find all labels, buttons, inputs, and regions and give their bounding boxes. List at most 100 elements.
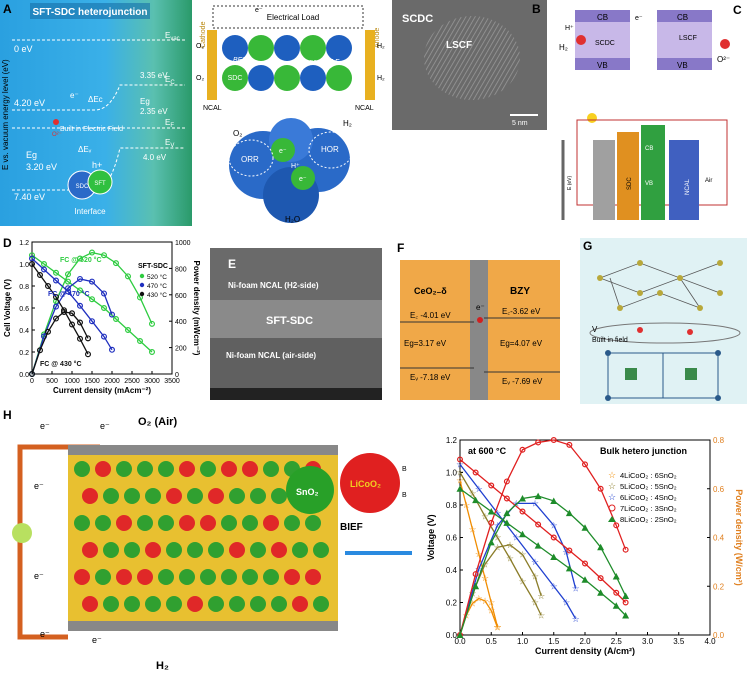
particle <box>208 596 224 612</box>
layer-green <box>641 125 665 220</box>
data-point <box>76 335 83 342</box>
ef-label-sub: F <box>170 123 174 129</box>
data-point <box>52 315 59 322</box>
atom <box>717 290 723 296</box>
data-point <box>622 592 630 599</box>
panel-a2-diagram: Electrical Load e⁻ Cathode Anode BEF SDC… <box>196 5 385 224</box>
particle <box>284 569 300 585</box>
sem-info-bar <box>210 388 382 400</box>
data-point: ☆ <box>481 559 489 569</box>
particle <box>137 461 153 477</box>
data-point <box>503 495 510 502</box>
data-point: ☆ <box>537 611 545 621</box>
legend-entry: 4LiCoO₂ : 6SnO₂ <box>620 471 677 480</box>
data-point <box>581 524 589 531</box>
data-point <box>488 519 495 526</box>
o2-label: O²⁻ <box>52 132 62 138</box>
light-bulb-icon <box>12 523 32 543</box>
data-point: ☆ <box>506 554 514 564</box>
particle <box>124 488 140 504</box>
data-point <box>100 304 107 311</box>
eg-right-val: 2.35 eV <box>140 107 168 116</box>
particle <box>137 569 153 585</box>
data-point <box>566 547 573 554</box>
eg-left-value: Eg=3.17 eV <box>404 339 447 348</box>
data-point <box>456 485 464 492</box>
panel-b-label: B <box>532 2 541 16</box>
data-point <box>137 337 144 344</box>
electron-label: e⁻ <box>70 91 79 100</box>
x-tick-label: 1.5 <box>548 637 560 646</box>
data-point <box>52 269 59 276</box>
data-point <box>100 252 107 259</box>
data-point <box>597 589 605 596</box>
panel-h-schematic: H e⁻ e⁻ e⁻ e⁻ e⁻ e⁻ O₂ (Air) H₂ SnO₂ LiC… <box>0 405 420 675</box>
legend-entry: 8LiCoO₂ : 2SnO₂ <box>620 515 677 524</box>
data-point: ☆ <box>512 498 520 508</box>
particle <box>305 515 321 531</box>
legend-marker: ☆ <box>608 481 616 491</box>
x-tick-label: 3000 <box>144 378 160 385</box>
orr-region <box>228 139 274 177</box>
legend-title: SFT-SDC <box>138 263 168 270</box>
panel-b: B SCDC LSCF 5 nm <box>392 0 547 130</box>
panel-d-chart: 0 500 1000 1500 2000 2500 3000 35000.00.20.40.6… <box>3 240 201 395</box>
inplane-label: In-panel E.F <box>301 59 340 66</box>
data-point: ☆ <box>493 520 501 530</box>
data-point <box>76 287 83 294</box>
b-label-1: B <box>402 466 407 473</box>
evac-label: Evac <box>165 31 180 42</box>
panel-a-diagram: SFT-SDC heterojunction A E vs. vacuum en… <box>0 0 192 226</box>
built-in-field: Built in Electric Field <box>60 126 123 133</box>
ceo2-label: CeO₂₋δ <box>414 286 447 296</box>
data-point <box>550 436 557 444</box>
cathode-label: Cathode <box>200 21 207 48</box>
power-series-line <box>459 439 627 636</box>
ec-left-value: E꜀ -4.01 eV <box>410 311 451 320</box>
data-point <box>44 328 51 335</box>
panel-g-label: G <box>583 239 592 253</box>
eg-right-value: Eg=4.07 eV <box>500 339 543 348</box>
data-point <box>64 278 71 285</box>
atom <box>637 290 643 296</box>
field-label: Built in field <box>592 337 628 344</box>
tem-image: B SCDC LSCF 5 nm <box>392 0 547 130</box>
hor-region <box>308 131 354 169</box>
o2-air-label: O₂ (Air) <box>138 416 177 428</box>
data-point <box>456 456 463 463</box>
data-point <box>519 508 526 515</box>
electron-dot <box>477 317 483 323</box>
sem-top-layer <box>210 248 382 300</box>
particle <box>116 515 132 531</box>
external-circuit <box>17 444 68 640</box>
particle <box>242 461 258 477</box>
data-point <box>582 560 589 567</box>
o2-left: O₂ <box>196 43 204 50</box>
particle <box>187 596 203 612</box>
cb-left-label: CB <box>597 13 608 22</box>
h2-right: H₂ <box>377 43 385 50</box>
lower-atoms <box>605 350 721 401</box>
atom <box>605 395 611 401</box>
data-point <box>64 285 71 292</box>
sno2-grain <box>286 466 334 514</box>
data-point <box>519 495 526 502</box>
iv-series-line <box>459 472 542 616</box>
o2-grain: O₂ <box>233 129 242 138</box>
legend-marker <box>139 291 145 297</box>
legend-marker <box>608 504 616 512</box>
b-label-2: B <box>402 492 407 499</box>
data-point <box>29 371 36 378</box>
data-point <box>88 296 95 303</box>
atom <box>617 305 623 311</box>
lower-lattice <box>607 352 719 399</box>
particle <box>208 488 224 504</box>
e335: 3.35 eV <box>140 71 168 80</box>
particle <box>313 542 329 558</box>
panel-f: F CeO₂₋δ BZY E꜀ -4.01 eV Eg=3.17 eV Eᵥ -… <box>392 240 572 402</box>
h2-right-b: H₂ <box>377 75 385 82</box>
particle <box>158 461 174 477</box>
electron-label: e⁻ <box>34 481 44 491</box>
sphere <box>326 65 352 91</box>
panel-e-label: E <box>228 257 236 271</box>
